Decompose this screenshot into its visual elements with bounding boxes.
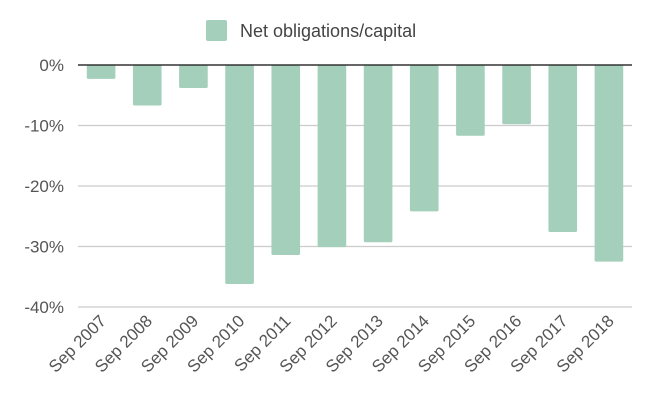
bar <box>363 65 393 243</box>
bar <box>409 65 439 212</box>
bar <box>271 65 301 255</box>
legend-label: Net obligations/capital <box>240 21 416 41</box>
bar <box>456 65 485 136</box>
y-tick-label: -30% <box>24 238 64 257</box>
y-axis: 0% -10% -20% -30% -40% <box>24 56 64 317</box>
bar <box>132 65 162 106</box>
bars <box>86 65 624 285</box>
bar <box>317 65 347 248</box>
bar <box>225 65 254 285</box>
y-tick-label: -10% <box>24 117 64 136</box>
bar <box>502 65 531 125</box>
legend-swatch <box>206 20 227 41</box>
gridlines <box>78 124 632 308</box>
y-tick-label: 0% <box>39 56 64 75</box>
bar <box>179 65 208 88</box>
bar <box>548 65 578 232</box>
y-tick-label: -40% <box>24 298 64 317</box>
bar <box>86 65 116 79</box>
y-tick-label: -20% <box>24 177 64 196</box>
bar <box>594 65 624 262</box>
legend: Net obligations/capital <box>206 20 416 41</box>
